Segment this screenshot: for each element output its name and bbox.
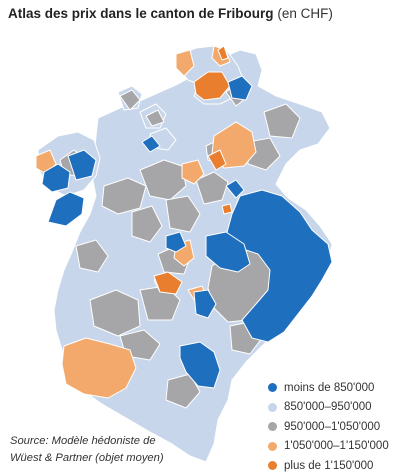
legend-label-3: 950'000–1'050'000 xyxy=(284,420,381,433)
legend-item-1: moins de 850'000 xyxy=(268,378,389,398)
legend-label-4: 1'050'000–1'150'000 xyxy=(284,440,389,453)
region-dark-blue xyxy=(41,163,71,193)
legend-swatch-3 xyxy=(268,422,277,432)
region-dark-blue xyxy=(193,289,217,319)
region-light-orange xyxy=(61,337,137,399)
map-title-unit: (en CHF) xyxy=(277,6,333,21)
region-dark-blue xyxy=(179,341,221,389)
region-dark-blue xyxy=(165,231,187,253)
region-gray xyxy=(145,109,165,127)
legend-swatch-4 xyxy=(268,441,277,451)
legend-label-2: 850'000–950'000 xyxy=(284,401,372,414)
legend-label-1: moins de 850'000 xyxy=(284,381,375,394)
source-line-1: Source: Modèle hédoniste de xyxy=(10,435,156,447)
region-dark-blue xyxy=(141,135,161,153)
legend-swatch-5 xyxy=(268,461,277,471)
region-dark-orange xyxy=(193,71,231,101)
legend-item-5: plus de 1'150'000 xyxy=(268,456,389,476)
map-title-main: Atlas des prix dans le canton de Fribour… xyxy=(8,6,274,21)
region-gray xyxy=(195,171,229,205)
source-note: Source: Modèle hédoniste de Wüest & Part… xyxy=(10,433,185,467)
region-dark-orange xyxy=(217,45,229,61)
legend-label-5: plus de 1'150'000 xyxy=(284,459,374,472)
region-gray xyxy=(139,159,187,201)
region-gray xyxy=(131,205,163,243)
region-dark-blue xyxy=(205,231,251,273)
map-legend: moins de 850'000 850'000–950'000 950'000… xyxy=(268,378,389,476)
region-gray xyxy=(75,239,109,273)
region-gray xyxy=(165,195,201,233)
region-dark-blue xyxy=(227,75,253,101)
legend-swatch-2 xyxy=(268,402,277,412)
region-gray xyxy=(101,177,147,215)
legend-item-3: 950'000–1'050'000 xyxy=(268,417,389,437)
legend-item-4: 1'050'000–1'150'000 xyxy=(268,437,389,457)
region-dark-orange xyxy=(221,203,233,215)
source-line-2: Wüest & Partner (objet moyen) xyxy=(10,452,164,464)
region-dark-orange xyxy=(153,271,183,295)
region-dark-orange xyxy=(207,149,227,171)
region-gray xyxy=(89,289,141,337)
region-light-orange xyxy=(175,49,195,77)
region-dark-blue xyxy=(47,191,85,227)
region-gray xyxy=(165,373,201,409)
region-light-orange xyxy=(181,159,205,185)
region-dark-blue xyxy=(225,189,333,343)
region-dark-blue xyxy=(225,179,245,199)
map-title: Atlas des prix dans le canton de Fribour… xyxy=(8,6,333,21)
region-dark-blue xyxy=(67,149,97,181)
legend-item-2: 850'000–950'000 xyxy=(268,398,389,418)
region-gray xyxy=(119,89,141,111)
region-gray xyxy=(263,103,301,139)
legend-swatch-1 xyxy=(268,383,277,393)
